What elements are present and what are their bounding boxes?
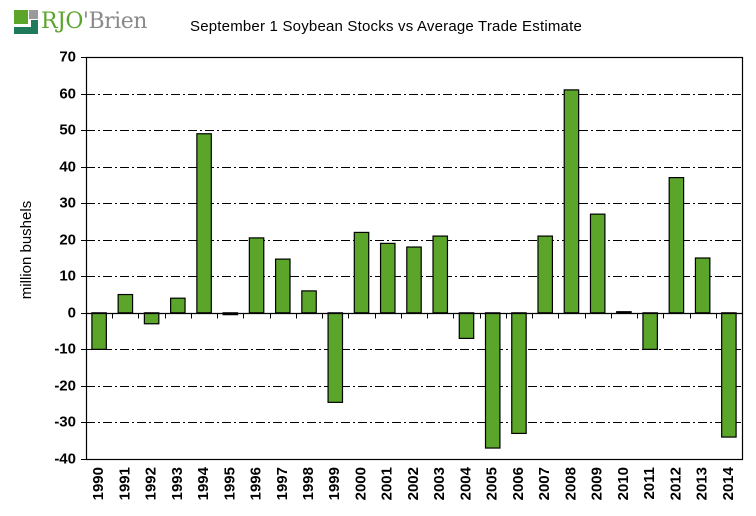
x-tick-label: 2011 bbox=[641, 467, 658, 500]
rjobrien-logo: RJO'Brien bbox=[14, 9, 147, 35]
bar-1992 bbox=[143, 312, 160, 325]
bar-2001 bbox=[379, 242, 396, 314]
y-tick-labels: 70 60 50 40 30 20 10 0 -10 -20 -30 -40 bbox=[54, 48, 76, 467]
x-tick-label: 2006 bbox=[510, 467, 527, 500]
logo-text: RJO'Brien bbox=[41, 10, 147, 34]
bar-1994 bbox=[196, 133, 212, 314]
y-tick-label: 50 bbox=[59, 121, 76, 138]
bars bbox=[91, 89, 737, 449]
x-tick-label: 2010 bbox=[615, 467, 632, 500]
axes bbox=[81, 56, 744, 461]
bar-2003 bbox=[432, 235, 449, 314]
x-tick-label: 1999 bbox=[326, 467, 343, 500]
bar-1997 bbox=[274, 258, 291, 314]
bar-2000 bbox=[353, 231, 370, 314]
x-tick-label: 1995 bbox=[221, 467, 238, 500]
bar-1999 bbox=[327, 312, 344, 403]
x-tick-label: 1993 bbox=[169, 467, 186, 500]
bar-2009 bbox=[589, 213, 606, 314]
bar-2007 bbox=[537, 235, 554, 314]
y-tick-label: -20 bbox=[54, 377, 76, 394]
bar-1993 bbox=[170, 297, 186, 314]
bar-2011 bbox=[642, 312, 658, 350]
bar-1998 bbox=[301, 290, 317, 314]
bar-2002 bbox=[406, 246, 422, 314]
x-tick-label: 2007 bbox=[536, 467, 553, 500]
y-tick-label: -30 bbox=[54, 413, 76, 430]
x-tick-label: 2001 bbox=[379, 467, 396, 500]
y-tick-label: -10 bbox=[54, 340, 76, 357]
bar-1991 bbox=[117, 293, 134, 314]
bar-1996 bbox=[248, 237, 265, 314]
bar-2014 bbox=[721, 312, 737, 438]
bar-2008 bbox=[563, 89, 580, 314]
x-tick-label: 2008 bbox=[562, 467, 579, 500]
x-tick-label: 1996 bbox=[248, 467, 265, 500]
x-tick-label: 2005 bbox=[484, 467, 501, 500]
y-tick-label: 10 bbox=[59, 267, 76, 284]
logo-text-brien: 'Brien bbox=[82, 9, 147, 34]
y-tick-label: 20 bbox=[59, 231, 76, 248]
y-axis-label: million bushels bbox=[18, 201, 35, 299]
x-tick-label: 2000 bbox=[352, 467, 369, 500]
y-tick-label: 70 bbox=[59, 48, 76, 65]
x-tick-label: 2003 bbox=[431, 467, 448, 500]
y-tick-label: -40 bbox=[54, 450, 76, 467]
bar-2006 bbox=[511, 312, 527, 435]
x-tick-label: 2004 bbox=[457, 466, 474, 500]
bar-2010 bbox=[616, 311, 632, 314]
logo-mark-icon bbox=[14, 10, 38, 34]
x-tick-label: 2009 bbox=[589, 467, 606, 500]
bar-2004 bbox=[458, 312, 475, 339]
x-tick-label: 2013 bbox=[694, 467, 711, 500]
bar-1990 bbox=[91, 312, 107, 350]
x-tick-label: 1991 bbox=[116, 467, 133, 500]
x-tick-label: 1990 bbox=[90, 467, 107, 500]
y-tick-label: 60 bbox=[59, 85, 76, 102]
y-tick-label: 0 bbox=[68, 304, 76, 321]
bar-2005 bbox=[484, 312, 501, 449]
x-tick-label: 1992 bbox=[143, 467, 160, 500]
y-tick-label: 40 bbox=[59, 158, 76, 175]
plot-frame bbox=[85, 56, 744, 461]
y-tick-label: 30 bbox=[59, 194, 76, 211]
x-tick-label: 1998 bbox=[300, 467, 317, 500]
logo-text-rjo: RJO bbox=[41, 9, 83, 34]
x-tick-labels: 1990 1991 1992 1993 1994 1995 1996 1997 1998 1999… bbox=[90, 466, 737, 500]
chart-title: September 1 Soybean Stocks vs Average Tr… bbox=[190, 18, 582, 35]
bar-2013 bbox=[694, 257, 711, 314]
x-tick-label: 1994 bbox=[195, 466, 212, 500]
bar-2012 bbox=[668, 177, 685, 314]
x-tick-label: 1997 bbox=[274, 467, 291, 500]
x-tick-label: 2012 bbox=[667, 467, 684, 500]
x-tick-label: 2014 bbox=[720, 466, 737, 500]
x-tick-label: 2002 bbox=[405, 467, 422, 500]
